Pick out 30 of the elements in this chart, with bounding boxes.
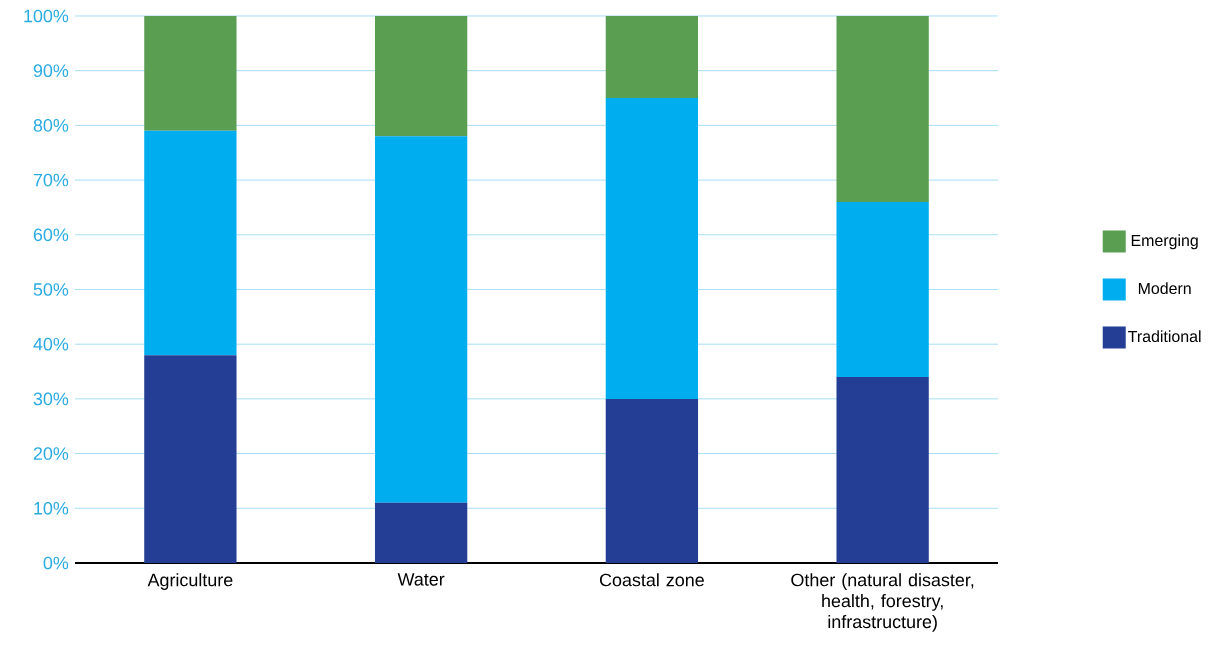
- legend-label: Traditional: [1128, 330, 1201, 343]
- legend-label: Modern: [1138, 282, 1191, 295]
- y-tick-label: 10%: [34, 501, 69, 515]
- bar: [144, 355, 237, 563]
- y-tick-label: 60%: [33, 228, 69, 242]
- bar: [144, 130, 237, 356]
- y-tick-label: 100%: [24, 9, 69, 23]
- y-tick-label: 50%: [33, 283, 69, 296]
- legend-label: Emerging: [1131, 234, 1198, 250]
- bar: [374, 15, 468, 137]
- bar: [605, 98, 699, 399]
- bar: [605, 398, 699, 563]
- y-tick-label: 70%: [33, 173, 69, 187]
- x-tick-label: Agriculture: [147, 573, 233, 590]
- x-tick-label: Coastal zone: [599, 573, 704, 587]
- y-tick-label: 90%: [33, 64, 69, 78]
- bar: [374, 136, 468, 503]
- bar: [836, 377, 929, 563]
- bar: [605, 15, 699, 99]
- y-tick-label: 40%: [33, 337, 69, 351]
- y-tick-label: 30%: [33, 392, 69, 406]
- y-tick-label: 0%: [43, 556, 69, 570]
- y-tick-label: 80%: [33, 119, 69, 132]
- bar: [144, 15, 237, 131]
- bar: [836, 201, 929, 377]
- y-tick-label: 20%: [33, 447, 69, 460]
- bar: [836, 15, 929, 202]
- x-tick-label: Water: [397, 573, 445, 586]
- x-tick-label: Other (natural disaster, health, forestry, infrastructure): [791, 573, 974, 632]
- bar: [374, 502, 468, 563]
